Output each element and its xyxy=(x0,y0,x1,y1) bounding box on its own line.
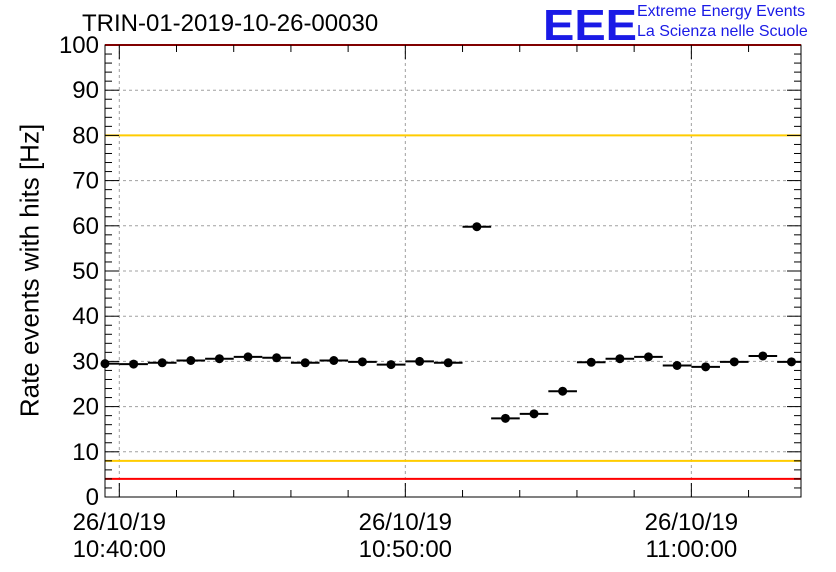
logo-caption-line1: Extreme Energy Events xyxy=(637,3,806,20)
y-tick-label: 90 xyxy=(72,77,99,104)
data-point xyxy=(548,386,577,396)
data-point xyxy=(119,359,148,369)
y-tick-label: 50 xyxy=(72,258,99,285)
plot-title: TRIN-01-2019-10-26-00030 xyxy=(82,10,379,37)
data-point xyxy=(290,358,320,368)
data-point-marker xyxy=(300,358,310,368)
data-point xyxy=(519,409,549,419)
data-point-marker xyxy=(472,222,482,232)
y-tick-label: 80 xyxy=(72,122,99,149)
data-point xyxy=(491,413,520,423)
data-point xyxy=(748,351,778,361)
data-point-marker xyxy=(415,356,425,366)
eee-logo: EEE xyxy=(543,2,637,44)
y-tick-label: 0 xyxy=(86,484,99,511)
data-point xyxy=(233,352,263,362)
threshold-lines xyxy=(105,44,801,480)
data-point xyxy=(176,355,206,365)
axes: 010203040506070809010026/10/1910:40:0026… xyxy=(59,32,802,563)
data-point-marker xyxy=(357,357,367,367)
y-tick-label: 100 xyxy=(59,32,99,59)
data-point-marker xyxy=(329,355,339,365)
data-point-marker xyxy=(129,359,139,369)
data-point xyxy=(376,360,406,370)
y-tick-label: 40 xyxy=(72,303,99,330)
data-point xyxy=(205,354,234,364)
data-point-marker xyxy=(443,358,453,368)
logo-caption-line2: La Scienza nelle Scuole xyxy=(637,23,808,40)
data-point-marker xyxy=(758,351,768,361)
data-point xyxy=(262,353,291,363)
data-point xyxy=(691,362,720,372)
data-point-marker xyxy=(558,386,568,396)
data-point-marker xyxy=(729,357,739,367)
y-tick-label: 70 xyxy=(72,168,99,195)
data-point-marker xyxy=(272,353,282,363)
data-point xyxy=(147,358,177,368)
data-point-marker xyxy=(672,360,682,370)
data-point-marker xyxy=(701,362,711,372)
data-point xyxy=(319,355,349,365)
x-tick-time-label: 11:00:00 xyxy=(646,536,738,563)
data-point xyxy=(348,357,377,367)
y-tick-label: 60 xyxy=(72,213,99,240)
x-tick-date-label: 26/10/19 xyxy=(645,509,738,536)
data-point xyxy=(605,354,635,364)
y-tick-label: 30 xyxy=(72,348,99,375)
data-points xyxy=(100,222,801,423)
x-tick-time-label: 10:40:00 xyxy=(73,536,166,563)
data-point-marker xyxy=(214,354,224,364)
data-point-marker xyxy=(529,409,539,419)
data-point-marker xyxy=(643,352,653,362)
x-tick-date-label: 26/10/19 xyxy=(73,509,166,536)
data-point xyxy=(100,359,120,369)
data-point-marker xyxy=(615,354,625,364)
y-tick-label: 10 xyxy=(72,439,99,466)
data-point-marker xyxy=(243,352,253,362)
data-point xyxy=(662,360,692,370)
data-point-marker xyxy=(157,358,167,368)
data-point-marker xyxy=(586,357,596,367)
data-point-marker xyxy=(500,413,510,423)
data-point xyxy=(405,356,434,366)
data-point xyxy=(576,357,606,367)
data-point-marker xyxy=(386,360,396,370)
data-point xyxy=(634,352,663,362)
x-tick-date-label: 26/10/19 xyxy=(359,509,452,536)
y-tick-label: 20 xyxy=(72,394,99,421)
data-point xyxy=(719,357,749,367)
data-point xyxy=(462,222,492,232)
data-point-marker xyxy=(186,355,196,365)
data-point xyxy=(433,358,463,368)
svg-text:EEE: EEE xyxy=(543,2,637,44)
grid xyxy=(105,45,801,497)
x-tick-time-label: 10:50:00 xyxy=(359,536,452,563)
